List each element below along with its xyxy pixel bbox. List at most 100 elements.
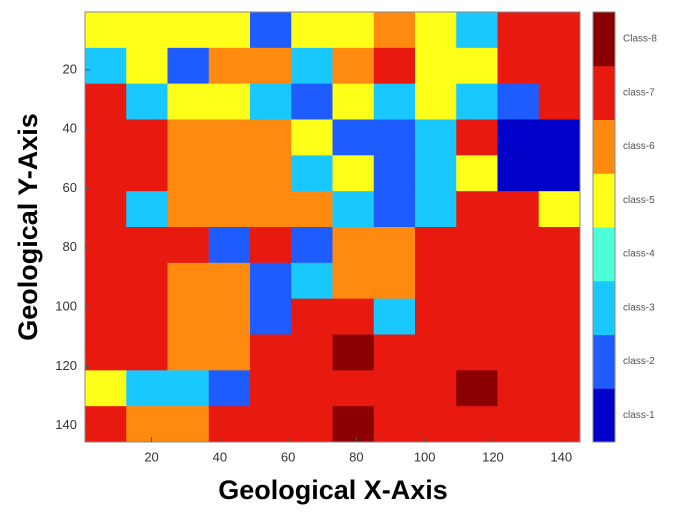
heatmap-cell — [168, 299, 210, 335]
heatmap-cell — [539, 48, 581, 84]
heatmap-cell — [209, 84, 251, 120]
heatmap-cell — [85, 191, 127, 227]
heatmap-cell — [209, 155, 251, 191]
heatmap-cell — [374, 120, 416, 156]
y-tick-label: 20 — [63, 61, 77, 76]
heatmap-cell — [374, 155, 416, 191]
heatmap-cell — [209, 370, 251, 406]
x-tick-label: 60 — [281, 449, 295, 464]
heatmap-cell — [456, 299, 498, 335]
heatmap-cell — [333, 299, 375, 335]
heatmap-cell — [209, 335, 251, 371]
heatmap-cell — [291, 299, 333, 335]
heatmap-cell — [456, 263, 498, 299]
heatmap-cell — [333, 120, 375, 156]
heatmap-cell — [85, 155, 127, 191]
heatmap-cell — [374, 406, 416, 442]
heatmap-cell — [333, 12, 375, 48]
colorbar-band — [593, 120, 615, 174]
heatmap-cell — [209, 12, 251, 48]
heatmap-cell — [539, 12, 581, 48]
colorbar-band — [593, 12, 615, 66]
heatmap-cell — [291, 227, 333, 263]
heatmap-cell — [209, 299, 251, 335]
heatmap-cell — [374, 48, 416, 84]
heatmap-cell — [85, 299, 127, 335]
heatmap-cell — [168, 370, 210, 406]
heatmap-cell — [456, 335, 498, 371]
x-tick-label: 140 — [550, 449, 572, 464]
heatmap-cell — [456, 155, 498, 191]
colorbar-band — [593, 281, 615, 335]
y-tick-label: 140 — [55, 417, 77, 432]
colorbar-label: class-1 — [623, 410, 655, 421]
heatmap-cell — [85, 84, 127, 120]
heatmap-cell — [168, 263, 210, 299]
heatmap-cell — [250, 48, 292, 84]
heatmap-cell — [250, 299, 292, 335]
heatmap-cell — [498, 335, 540, 371]
heatmap-cell — [209, 227, 251, 263]
heatmap-cell — [539, 370, 581, 406]
heatmap-cell — [539, 299, 581, 335]
heatmap-cell — [291, 335, 333, 371]
heatmap-cell — [209, 120, 251, 156]
heatmap-cell — [333, 84, 375, 120]
heatmap-cell — [539, 227, 581, 263]
heatmap-cell — [250, 84, 292, 120]
heatmap-cell — [85, 406, 127, 442]
heatmap-cell — [456, 84, 498, 120]
heatmap-cell — [85, 227, 127, 263]
heatmap-cell — [250, 370, 292, 406]
heatmap-cell — [291, 263, 333, 299]
heatmap-cell — [333, 227, 375, 263]
heatmap-cell — [333, 335, 375, 371]
heatmap-cell — [456, 48, 498, 84]
heatmap-cell — [498, 406, 540, 442]
heatmap-cell — [291, 84, 333, 120]
heatmap-cell — [85, 263, 127, 299]
heatmap — [85, 12, 581, 443]
heatmap-cell — [168, 120, 210, 156]
heatmap-cell — [209, 263, 251, 299]
heatmap-cell — [209, 48, 251, 84]
heatmap-cell — [333, 370, 375, 406]
heatmap-cell — [168, 155, 210, 191]
heatmap-cell — [415, 12, 457, 48]
heatmap-cell — [85, 370, 127, 406]
colorbar-band — [593, 227, 615, 281]
heatmap-cell — [250, 406, 292, 442]
heatmap-cell — [126, 299, 168, 335]
heatmap-cell — [250, 155, 292, 191]
heatmap-cell — [498, 191, 540, 227]
heatmap-cell — [498, 227, 540, 263]
heatmap-cell — [539, 120, 581, 156]
heatmap-cell — [498, 48, 540, 84]
colorbar-label: class-2 — [623, 356, 655, 367]
heatmap-cell — [498, 12, 540, 48]
x-tick-label: 120 — [482, 449, 504, 464]
heatmap-cell — [415, 155, 457, 191]
colorbar-band — [593, 388, 615, 442]
heatmap-cell — [374, 227, 416, 263]
heatmap-cell — [539, 335, 581, 371]
chart: Geological X-Axis Geological Y-Axis 2040… — [0, 0, 681, 513]
heatmap-cell — [126, 370, 168, 406]
heatmap-cell — [539, 406, 581, 442]
heatmap-cell — [126, 191, 168, 227]
heatmap-cell — [126, 155, 168, 191]
heatmap-cell — [498, 155, 540, 191]
page: {"chart_data": { "type": "heatmap", "x_l… — [0, 0, 681, 513]
heatmap-cell — [85, 120, 127, 156]
heatmap-cell — [456, 120, 498, 156]
heatmap-cell — [456, 12, 498, 48]
heatmap-cell — [333, 48, 375, 84]
heatmap-cell — [415, 263, 457, 299]
heatmap-cell — [374, 191, 416, 227]
y-tick-label: 80 — [63, 239, 77, 254]
heatmap-cell — [456, 227, 498, 263]
y-tick-label: 60 — [63, 180, 77, 195]
colorbar-band — [593, 66, 615, 120]
y-tick-label: 100 — [55, 299, 77, 314]
heatmap-cell — [374, 335, 416, 371]
